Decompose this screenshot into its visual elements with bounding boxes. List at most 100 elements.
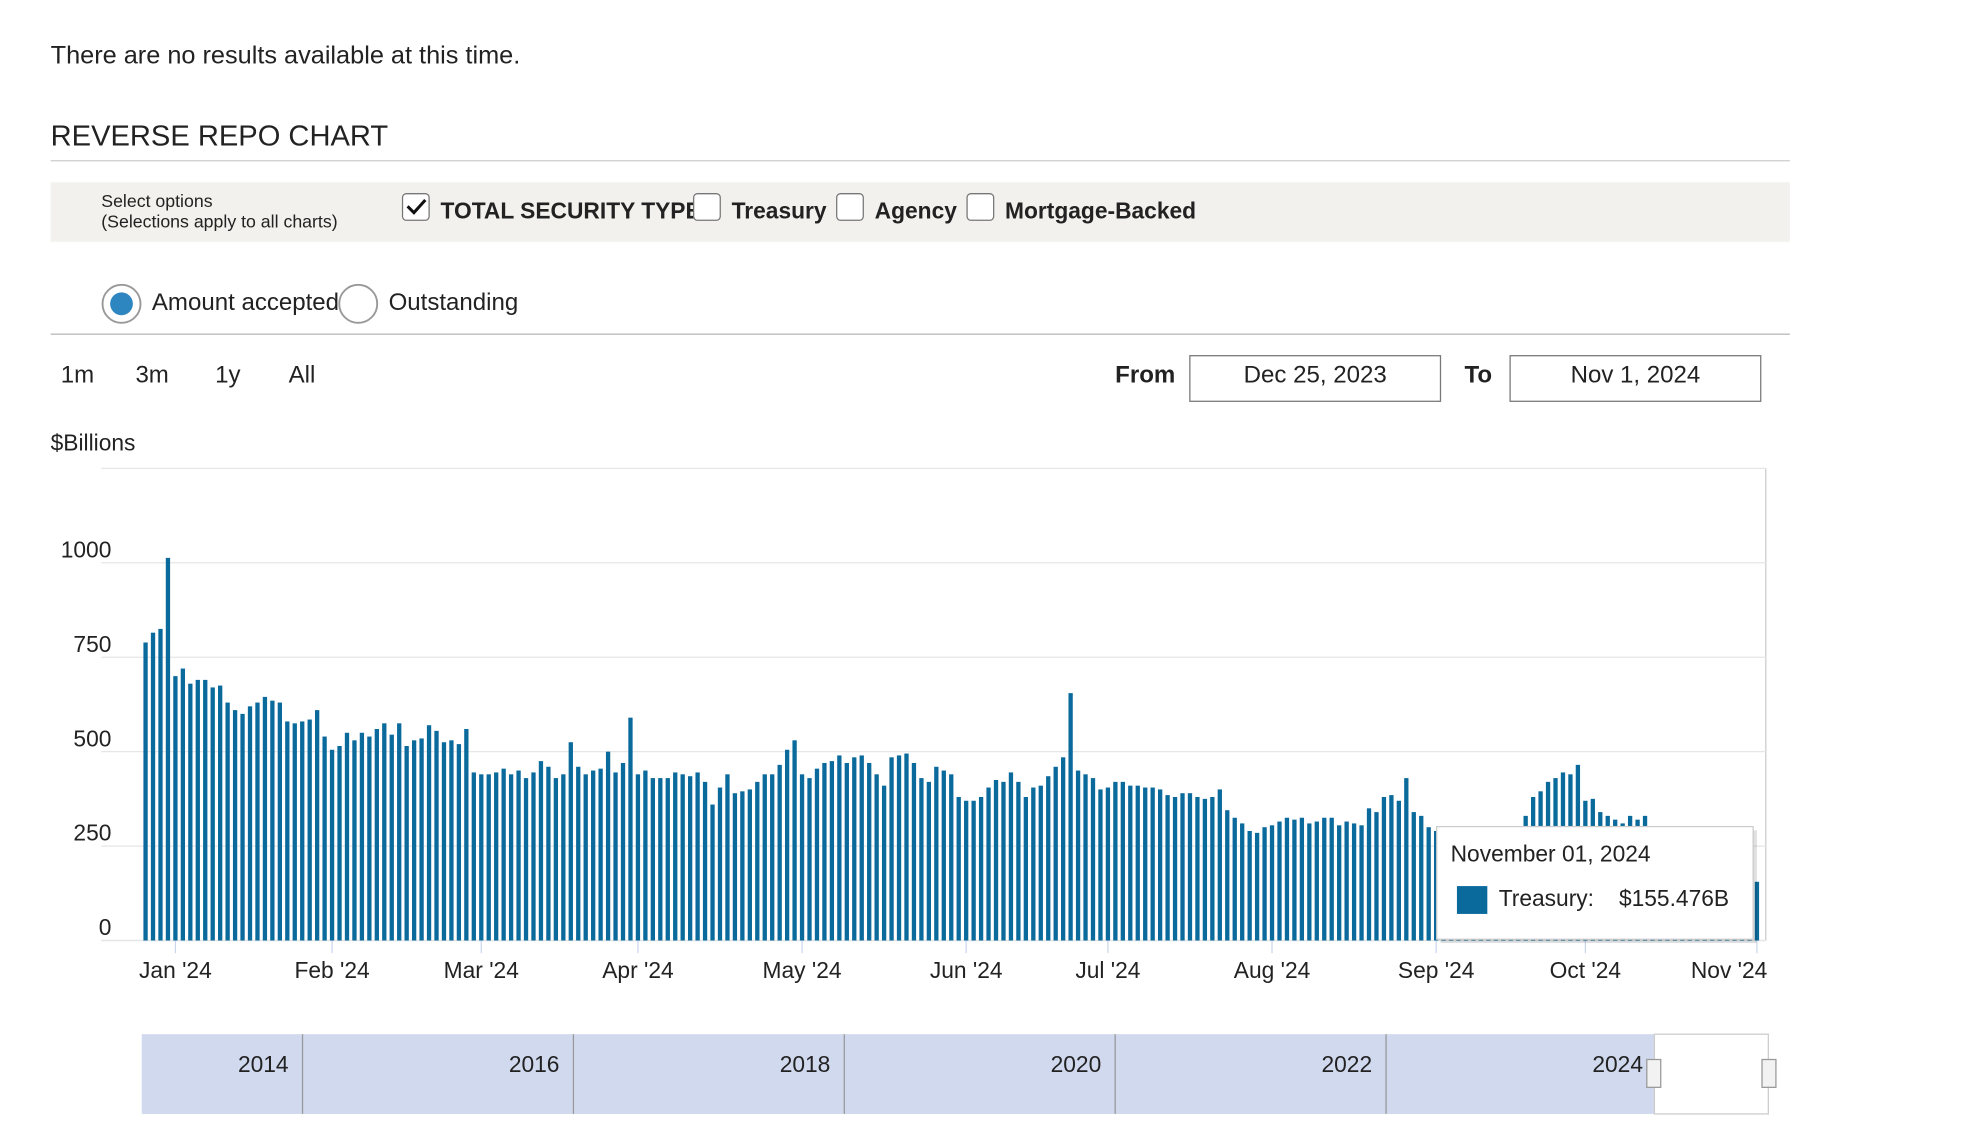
x-tick-label: Aug '24: [1234, 957, 1311, 983]
bar: [471, 772, 476, 941]
bar: [1083, 774, 1088, 941]
navigator-label: 2024: [1592, 1051, 1643, 1077]
bar: [1001, 781, 1006, 941]
y-tick-label: 500: [73, 725, 111, 751]
bar: [1344, 821, 1349, 941]
bar: [1157, 789, 1163, 941]
bar: [1247, 830, 1252, 941]
bar: [218, 685, 223, 941]
radio[interactable]: [338, 283, 379, 324]
bar: [673, 772, 678, 941]
navigator-window[interactable]: [1653, 1033, 1769, 1115]
bar: [650, 778, 656, 941]
bar: [747, 789, 752, 941]
navigator-label: 2016: [509, 1051, 560, 1077]
bar: [232, 710, 238, 941]
bar: [307, 719, 312, 941]
bar: [926, 781, 932, 941]
bar: [1299, 817, 1305, 941]
tooltip-swatch: [1456, 886, 1488, 914]
bar: [367, 736, 372, 941]
checkbox[interactable]: [836, 193, 864, 221]
x-tick-label: May '24: [763, 957, 842, 983]
bar: [1113, 781, 1118, 941]
range-button[interactable]: 1m: [61, 361, 94, 388]
from-input[interactable]: [1189, 355, 1442, 402]
bar: [546, 766, 551, 941]
bar: [1202, 798, 1208, 941]
navigator-handle[interactable]: [1646, 1058, 1662, 1088]
bar: [814, 768, 820, 941]
bar: [770, 774, 775, 941]
checkbox[interactable]: [401, 193, 430, 221]
bar: [1217, 789, 1222, 941]
bar: [993, 779, 999, 941]
radio-dot: [110, 292, 133, 316]
bar: [799, 774, 805, 941]
to-input[interactable]: [1509, 355, 1762, 402]
bar: [710, 804, 715, 941]
bar: [583, 774, 588, 941]
bar: [777, 764, 782, 941]
x-tick-label: Jan '24: [139, 957, 212, 983]
bar: [508, 774, 514, 941]
bar: [1381, 796, 1387, 941]
bar: [292, 723, 297, 941]
bar: [978, 796, 984, 941]
bar: [1314, 821, 1319, 941]
bar: [285, 721, 290, 941]
bar: [434, 730, 439, 941]
options-bar: [50, 182, 1790, 242]
bar: [419, 738, 424, 941]
range-button[interactable]: 1y: [215, 361, 240, 388]
bar: [1277, 821, 1282, 941]
bar: [225, 702, 230, 941]
bar: [695, 772, 700, 941]
bar: [904, 753, 909, 941]
x-tick-label: Jul '24: [1075, 957, 1140, 983]
bar: [441, 742, 447, 941]
bar: [479, 774, 484, 941]
bar: [561, 774, 566, 941]
bar: [1366, 808, 1372, 941]
bar: [919, 778, 924, 941]
bar: [165, 557, 171, 941]
navigator-mask[interactable]: [141, 1034, 1655, 1114]
bar: [1038, 785, 1043, 941]
bar: [1046, 776, 1051, 941]
y-tick-label: 250: [73, 820, 111, 846]
checkbox[interactable]: [693, 193, 721, 221]
bar: [173, 676, 178, 941]
bar: [158, 628, 163, 941]
bar: [881, 785, 887, 941]
option-label: Agency: [875, 198, 958, 224]
y-tick-label: 750: [73, 631, 111, 657]
bar: [262, 696, 268, 941]
bar: [911, 762, 917, 941]
navigator-label: 2018: [780, 1051, 831, 1077]
bar: [337, 745, 342, 941]
bar: [867, 762, 872, 941]
bar: [1284, 817, 1290, 941]
bar: [180, 668, 186, 941]
checkbox[interactable]: [966, 193, 995, 221]
bar: [658, 778, 663, 941]
bar: [1292, 819, 1297, 941]
navigator-handle[interactable]: [1761, 1058, 1777, 1088]
bar: [1128, 785, 1133, 941]
bar: [240, 713, 245, 941]
bar: [464, 728, 469, 941]
x-tick-label: Oct '24: [1550, 957, 1621, 983]
bar: [1143, 787, 1148, 941]
bar: [792, 740, 797, 941]
bar: [717, 787, 723, 941]
bar: [1150, 787, 1155, 941]
bar: [635, 774, 641, 941]
bar: [1337, 825, 1342, 941]
bar: [531, 772, 536, 941]
range-button[interactable]: All: [289, 361, 316, 388]
range-button[interactable]: 3m: [135, 361, 168, 388]
navigator-label: 2014: [238, 1051, 289, 1077]
bar: [576, 766, 581, 941]
